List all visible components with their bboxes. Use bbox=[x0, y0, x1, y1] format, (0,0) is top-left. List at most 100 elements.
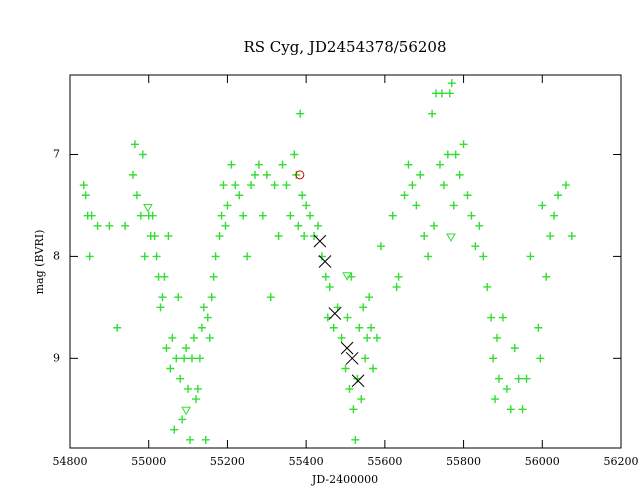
data-point bbox=[221, 221, 230, 230]
x-tick-label: 55000 bbox=[131, 455, 166, 468]
data-point bbox=[506, 405, 515, 414]
data-point bbox=[166, 364, 175, 373]
x-tick-label: 55400 bbox=[289, 455, 324, 468]
data-point bbox=[494, 374, 503, 383]
data-point bbox=[367, 323, 376, 332]
data-point bbox=[340, 341, 354, 355]
data-point bbox=[286, 211, 295, 220]
data-point bbox=[302, 201, 311, 210]
data-point bbox=[201, 435, 210, 444]
data-point bbox=[306, 211, 315, 220]
data-point bbox=[318, 255, 332, 268]
data-point bbox=[150, 232, 159, 241]
data-point bbox=[550, 211, 559, 220]
data-point bbox=[274, 232, 283, 241]
data-point bbox=[365, 293, 374, 302]
data-point bbox=[282, 181, 291, 190]
data-point bbox=[546, 232, 555, 241]
data-point bbox=[538, 201, 547, 210]
data-point bbox=[483, 282, 492, 291]
data-point bbox=[262, 170, 271, 179]
data-point bbox=[140, 252, 149, 261]
data-point bbox=[510, 344, 519, 353]
data-point bbox=[342, 272, 352, 281]
data-point bbox=[180, 354, 189, 363]
y-tick-label: 8 bbox=[53, 249, 60, 262]
data-point bbox=[193, 384, 202, 393]
data-point bbox=[184, 384, 193, 393]
data-point bbox=[247, 181, 256, 190]
data-point bbox=[191, 395, 200, 404]
data-point bbox=[420, 232, 429, 241]
data-point bbox=[424, 252, 433, 261]
data-point bbox=[81, 191, 90, 200]
data-point bbox=[300, 232, 309, 241]
data-point bbox=[329, 323, 338, 332]
data-point bbox=[158, 293, 167, 302]
data-point bbox=[170, 425, 179, 434]
data-point bbox=[325, 282, 334, 291]
data-point bbox=[567, 232, 576, 241]
data-point bbox=[270, 181, 279, 190]
data-point bbox=[518, 405, 527, 414]
data-point bbox=[178, 415, 187, 424]
data-point bbox=[189, 333, 198, 342]
data-point bbox=[463, 191, 472, 200]
x-tick-label: 55800 bbox=[446, 455, 481, 468]
data-point bbox=[317, 252, 326, 261]
data-point bbox=[219, 181, 228, 190]
data-point bbox=[467, 211, 476, 220]
data-point bbox=[487, 313, 496, 322]
data-point bbox=[295, 170, 305, 180]
data-point bbox=[313, 234, 327, 248]
data-point bbox=[188, 354, 197, 363]
data-point bbox=[130, 140, 139, 149]
data-point bbox=[211, 252, 220, 261]
data-point bbox=[400, 191, 409, 200]
data-point bbox=[489, 354, 498, 363]
data-point bbox=[250, 170, 259, 179]
data-point bbox=[174, 293, 183, 302]
data-point bbox=[542, 272, 551, 281]
data-point bbox=[195, 354, 204, 363]
data-point bbox=[113, 323, 122, 332]
data-point bbox=[522, 374, 531, 383]
data-point bbox=[128, 170, 137, 179]
data-point bbox=[341, 364, 350, 373]
data-point bbox=[337, 333, 346, 342]
chart-title: RS Cyg, JD2454378/56208 bbox=[243, 38, 446, 56]
data-point bbox=[235, 191, 244, 200]
data-point bbox=[93, 221, 102, 230]
data-point bbox=[351, 435, 360, 444]
data-point bbox=[408, 181, 417, 190]
data-point bbox=[439, 181, 448, 190]
data-point bbox=[437, 89, 446, 98]
data-point bbox=[328, 307, 342, 320]
data-point bbox=[491, 395, 500, 404]
x-tick-label: 55600 bbox=[367, 455, 402, 468]
data-point bbox=[412, 201, 421, 210]
y-axis-label: mag (BVRI) bbox=[33, 230, 46, 295]
data-point bbox=[502, 384, 511, 393]
data-point bbox=[369, 364, 378, 373]
data-point bbox=[148, 211, 157, 220]
data-point bbox=[388, 211, 397, 220]
data-point bbox=[197, 323, 206, 332]
y-tick-label: 7 bbox=[53, 147, 60, 160]
data-point bbox=[296, 109, 305, 118]
plot-frame bbox=[69, 74, 622, 449]
data-point bbox=[143, 203, 153, 213]
data-point bbox=[254, 160, 263, 169]
data-point bbox=[343, 313, 352, 322]
data-point bbox=[451, 150, 460, 159]
data-point bbox=[209, 272, 218, 281]
data-point bbox=[455, 170, 464, 179]
data-point bbox=[554, 191, 563, 200]
data-point bbox=[278, 160, 287, 169]
x-axis-label: JD-2400000 bbox=[311, 473, 378, 486]
data-point bbox=[376, 242, 385, 251]
data-point bbox=[310, 232, 319, 241]
data-point bbox=[85, 252, 94, 261]
y-tick-label: 9 bbox=[53, 351, 60, 364]
data-point bbox=[447, 79, 456, 88]
